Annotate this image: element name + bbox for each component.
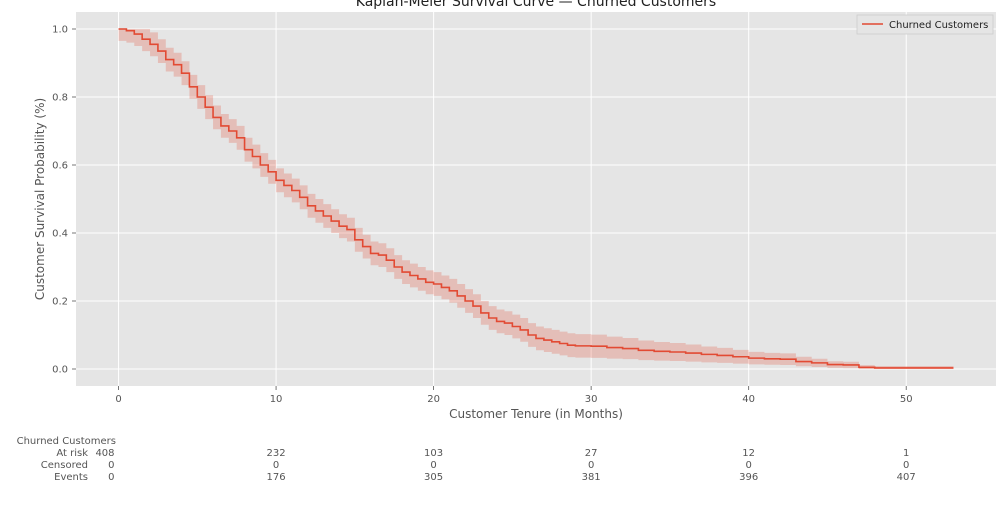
x-tick-label: 0 [115, 394, 121, 405]
x-tick-label: 30 [585, 394, 598, 405]
y-tick-label: 0.4 [52, 229, 68, 240]
at-risk-cell: 103 [424, 448, 443, 459]
y-tick-label: 0.0 [52, 365, 68, 376]
grid-layer [76, 12, 996, 386]
at-risk-cell: 1 [903, 448, 909, 459]
at-risk-cell: 0 [903, 460, 909, 471]
at-risk-cell: 0 [108, 472, 114, 483]
y-tick-label: 0.2 [52, 297, 68, 308]
at-risk-cell: 0 [273, 460, 279, 471]
at-risk-cell: 232 [267, 448, 286, 459]
at-risk-cell: 0 [430, 460, 436, 471]
legend-box [856, 14, 994, 35]
at-risk-row-label: Censored [41, 460, 88, 471]
at-risk-cell: 27 [585, 448, 598, 459]
at-risk-cell: 407 [897, 472, 916, 483]
at-risk-cell: 408 [95, 448, 114, 459]
legend-label: Churned Customers [889, 20, 988, 31]
x-tick-label: 20 [427, 394, 440, 405]
y-tick-label: 0.6 [52, 161, 68, 172]
at-risk-group-label: Churned Customers [17, 436, 116, 447]
survival-line-layer [118, 28, 954, 369]
at-risk-cell: 176 [267, 472, 286, 483]
survival-line [118, 28, 954, 369]
at-risk-table: Churned Customers At risk 408 232 103 27 12 1 C… [17, 436, 916, 483]
at-risk-row-label: At risk [56, 448, 88, 459]
at-risk-cell: 0 [108, 460, 114, 471]
at-risk-cell: 0 [588, 460, 594, 471]
at-risk-cell: 0 [745, 460, 751, 471]
y-tick-label: 0.8 [52, 93, 68, 104]
x-tick-label: 10 [270, 394, 283, 405]
legend: Churned Customers [856, 14, 994, 35]
y-axis-label: Customer Survival Probability (%) [33, 98, 47, 300]
at-risk-cell: 305 [424, 472, 443, 483]
x-tick-label: 50 [900, 394, 913, 405]
at-risk-cell: 12 [742, 448, 755, 459]
chart-title: Kaplan-Meier Survival Curve — Churned Cu… [356, 0, 716, 10]
tick-layer: 0 10 20 30 40 50 0.0 0.2 0.4 0.6 0.8 1.0 [52, 25, 912, 406]
plot-background [76, 12, 996, 386]
at-risk-row-label: Events [54, 472, 88, 483]
at-risk-cell: 396 [739, 472, 758, 483]
y-tick-label: 1.0 [52, 25, 68, 36]
x-tick-label: 40 [742, 394, 755, 405]
x-axis-label: Customer Tenure (in Months) [449, 407, 623, 421]
at-risk-cell: 381 [582, 472, 601, 483]
